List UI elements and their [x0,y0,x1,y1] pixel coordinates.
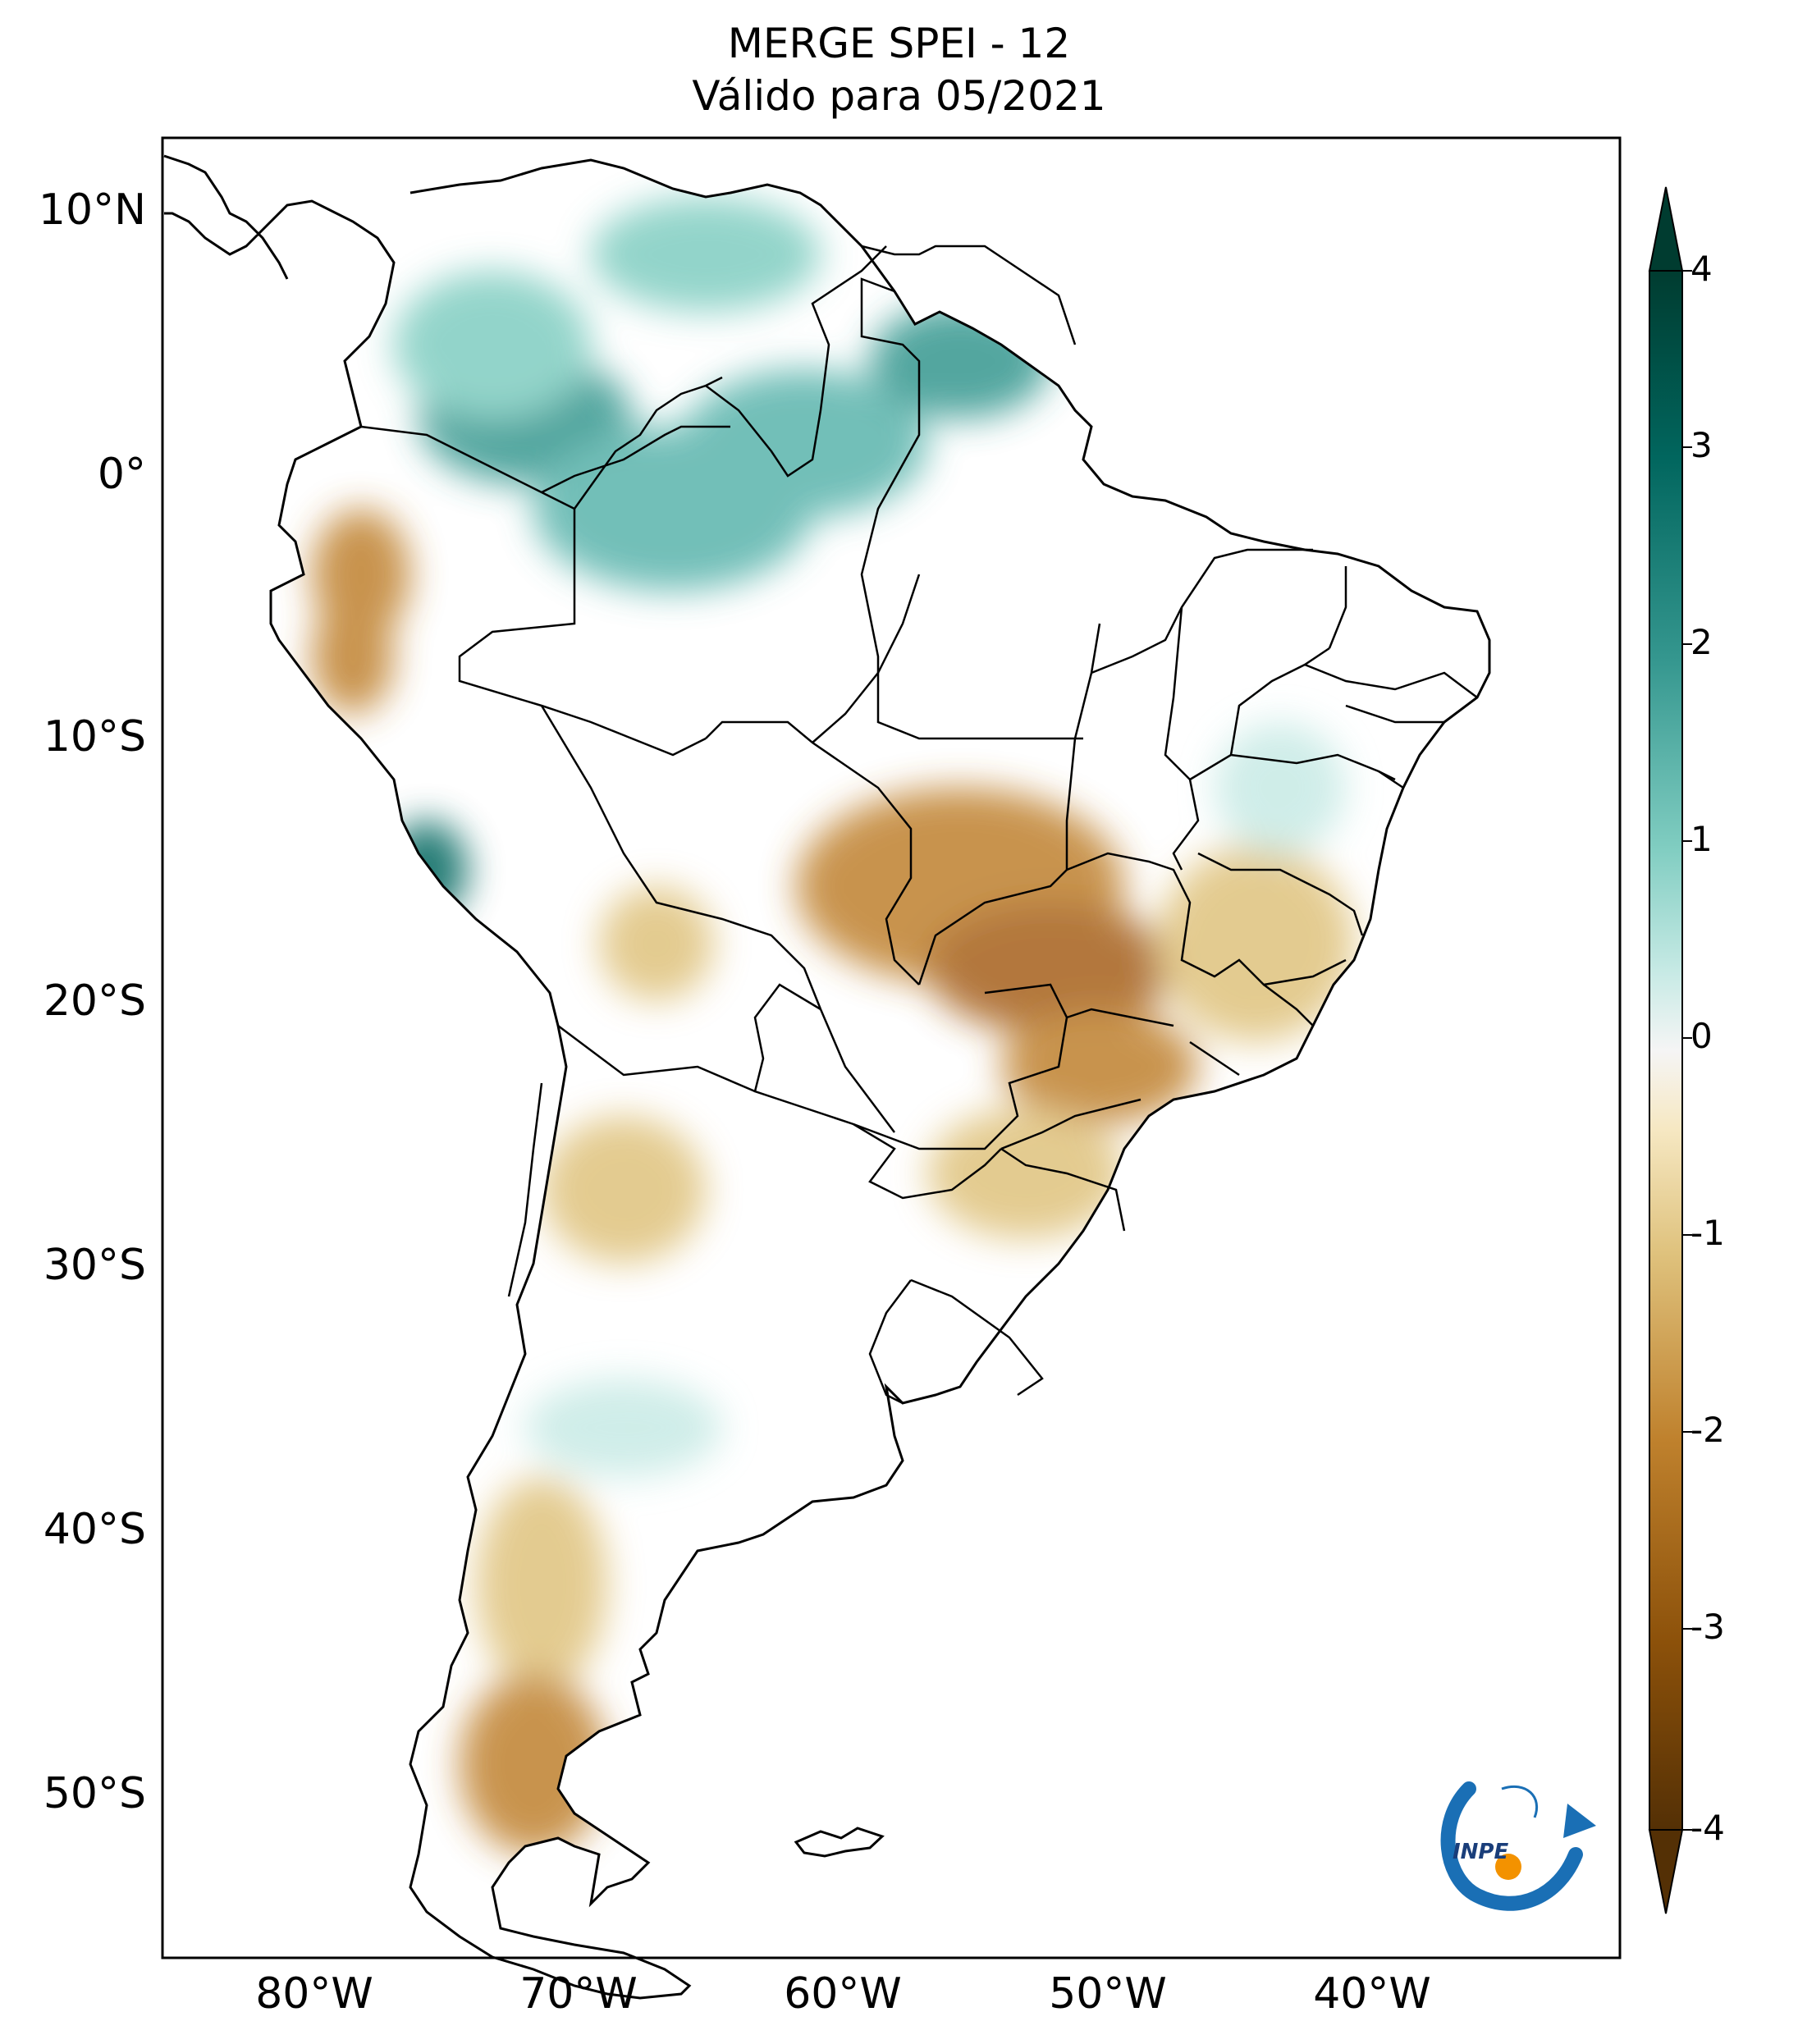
colorbar-tick-neg2: -2 [1690,1410,1725,1450]
logo-arc-icon [1440,1781,1583,1911]
inpe-logo: INPE [1440,1781,1596,1911]
lat-label-30s: 30°S [43,1241,146,1290]
colorbar-gradient [1649,270,1683,1831]
colorbar-tick-1: 1 [1690,819,1713,859]
logo-sun-icon [1495,1854,1521,1880]
map-subtitle: Válido para 05/2021 [692,72,1106,120]
lon-label-40w: 40°W [1313,1969,1431,2019]
lat-label-0: 0° [97,450,146,499]
colorbar-tick-4: 4 [1690,249,1713,289]
logo-arrow-icon [1563,1804,1596,1838]
colorbar [1648,186,1692,1914]
colorbar-min-arrow [1648,1829,1684,1914]
lon-label-50w: 50°W [1049,1969,1167,2019]
political-borders [360,245,1478,1405]
logo-text: INPE [1453,1840,1508,1864]
spei-field [312,197,1354,1854]
colorbar-tick-3: 3 [1690,425,1713,465]
colorbar-tick-2: 2 [1690,622,1713,662]
lat-label-50s: 50°S [43,1769,146,1818]
lat-label-10n: 10°N [38,185,146,235]
lon-label-60w: 60°W [784,1969,902,2019]
lat-label-10s: 10°S [43,712,146,761]
colorbar-tick-neg1: -1 [1690,1213,1725,1253]
lat-label-20s: 20°S [43,976,146,1026]
map-title: MERGE SPEI - 12 [727,20,1071,67]
colorbar-tick-neg4: -4 [1690,1808,1725,1848]
colorbar-tick-0: 0 [1690,1016,1713,1056]
lat-label-40s: 40°S [43,1505,146,1554]
colorbar-max-arrow [1648,186,1684,272]
colorbar-tick-neg3: -3 [1690,1607,1725,1647]
falklands-outline [794,1827,885,1858]
lon-label-70w: 70°W [519,1969,638,2019]
coastline [163,154,1491,2000]
lon-label-80w: 80°W [255,1969,373,2019]
